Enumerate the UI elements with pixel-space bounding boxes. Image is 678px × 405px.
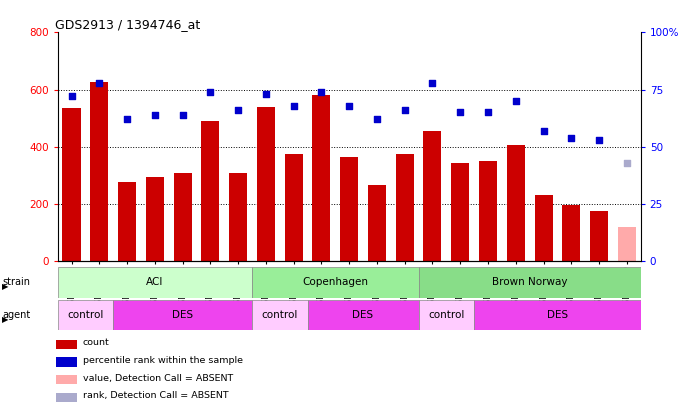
Bar [118, 182, 136, 261]
Text: ACI: ACI [146, 277, 163, 288]
Text: control: control [67, 310, 104, 320]
Bar [618, 227, 636, 261]
Bar [534, 196, 553, 261]
Point [566, 134, 577, 141]
Bar [56, 340, 77, 349]
Text: count: count [83, 338, 110, 347]
Point [149, 111, 160, 118]
Point [372, 116, 382, 123]
Bar [451, 162, 469, 261]
Point [233, 107, 243, 113]
Point [121, 116, 132, 123]
Bar [424, 131, 441, 261]
Text: ▶: ▶ [2, 282, 9, 291]
Text: strain: strain [2, 277, 30, 287]
Bar [285, 154, 302, 261]
Bar [90, 83, 108, 261]
Point [594, 137, 605, 143]
Point [94, 79, 104, 86]
Bar [201, 121, 220, 261]
Bar [62, 108, 81, 261]
Text: DES: DES [547, 310, 568, 320]
Bar [56, 393, 77, 402]
Text: DES: DES [353, 310, 374, 320]
Point [511, 98, 521, 104]
Bar [474, 300, 641, 330]
Text: DES: DES [172, 310, 193, 320]
Text: percentile rank within the sample: percentile rank within the sample [83, 356, 243, 365]
Point [483, 109, 494, 116]
Text: ▶: ▶ [2, 315, 9, 324]
Text: Copenhagen: Copenhagen [302, 277, 368, 288]
Bar [340, 157, 358, 261]
Bar [146, 177, 164, 261]
Point [427, 79, 438, 86]
Text: agent: agent [2, 310, 31, 320]
Bar [174, 173, 192, 261]
Text: control: control [428, 310, 464, 320]
Text: rank, Detection Call = ABSENT: rank, Detection Call = ABSENT [83, 391, 228, 400]
Bar [58, 300, 113, 330]
Bar [308, 300, 418, 330]
Bar [590, 211, 608, 261]
Point [316, 89, 327, 95]
Bar [418, 267, 641, 298]
Bar [58, 267, 252, 298]
Point [455, 109, 466, 116]
Bar [368, 185, 386, 261]
Bar [257, 107, 275, 261]
Text: control: control [262, 310, 298, 320]
Point [399, 107, 410, 113]
Point [288, 102, 299, 109]
Point [177, 111, 188, 118]
Bar [229, 173, 247, 261]
Bar [113, 300, 252, 330]
Bar [56, 357, 77, 367]
Bar [418, 300, 474, 330]
Bar [252, 267, 418, 298]
Point [205, 89, 216, 95]
Point [66, 93, 77, 100]
Bar [313, 95, 330, 261]
Point [344, 102, 355, 109]
Text: value, Detection Call = ABSENT: value, Detection Call = ABSENT [83, 373, 233, 383]
Bar [562, 205, 580, 261]
Point [260, 91, 271, 98]
Bar [396, 154, 414, 261]
Point [622, 160, 633, 166]
Bar [252, 300, 308, 330]
Point [538, 128, 549, 134]
Bar [479, 161, 497, 261]
Bar [56, 375, 77, 384]
Text: Brown Norway: Brown Norway [492, 277, 567, 288]
Text: GDS2913 / 1394746_at: GDS2913 / 1394746_at [55, 18, 200, 31]
Bar [506, 145, 525, 261]
